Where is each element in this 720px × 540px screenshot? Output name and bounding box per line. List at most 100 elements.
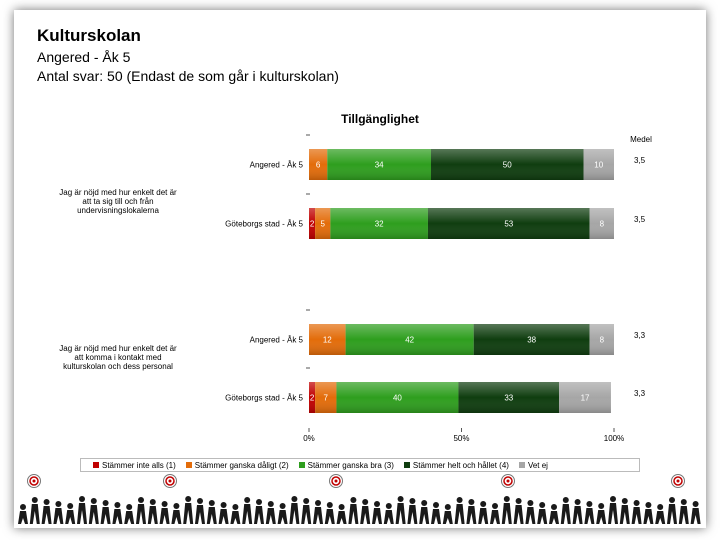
silhouette-head	[480, 501, 487, 507]
silhouette-head	[267, 501, 274, 507]
silhouette-head	[173, 503, 180, 509]
silhouette-body	[183, 503, 194, 524]
silhouette-head	[645, 502, 652, 508]
bar-segment-shine	[458, 382, 560, 413]
silhouette-body	[395, 503, 406, 524]
silhouette-body	[560, 504, 571, 524]
silhouette-body	[360, 506, 371, 524]
silhouette-head	[680, 499, 687, 505]
target-ring	[503, 476, 513, 486]
silhouette-head	[244, 497, 251, 503]
data-label: 12	[323, 336, 332, 345]
silhouette-body	[206, 507, 217, 524]
silhouette-body	[619, 505, 630, 524]
silhouette-head	[586, 501, 593, 507]
silhouette-head	[126, 504, 133, 510]
target-ring	[165, 476, 175, 486]
target-ring	[29, 476, 39, 486]
row-label: Angered - Åk 5	[250, 161, 304, 170]
silhouette-head	[185, 496, 192, 502]
silhouette-head	[574, 499, 581, 505]
data-label: 8	[600, 220, 605, 229]
silhouette-body	[277, 510, 288, 524]
silhouette-body	[88, 505, 99, 524]
legend-label: Stämmer ganska bra (3)	[307, 460, 394, 470]
silhouette-body	[147, 506, 158, 524]
silhouette-body	[29, 504, 40, 524]
silhouette-head	[291, 496, 298, 502]
bar-segment-shine	[473, 324, 590, 355]
silhouette-head	[67, 503, 74, 509]
row-label: Göteborgs stad - Åk 5	[225, 220, 303, 229]
silhouette-body	[77, 503, 87, 524]
legend-label: Stämmer ganska dåligt (2)	[194, 460, 289, 470]
mean-value: 3,3	[634, 389, 646, 398]
data-label: 53	[504, 220, 513, 229]
x-tick-label: 100%	[604, 434, 624, 443]
data-label: 6	[316, 161, 321, 170]
data-label: 50	[503, 161, 512, 170]
silhouette-body	[678, 506, 689, 524]
mean-value: 3,5	[634, 156, 646, 165]
silhouette-head	[456, 497, 463, 503]
silhouette-body	[383, 510, 394, 524]
silhouette-head	[338, 504, 345, 510]
silhouette-body	[537, 509, 548, 524]
bar-segment-shine	[427, 208, 590, 239]
silhouette-body	[525, 507, 536, 524]
silhouette-head	[657, 504, 664, 510]
silhouette-body	[136, 504, 146, 524]
silhouette-head	[610, 496, 616, 502]
silhouette-head	[232, 504, 239, 510]
respondent-count: Antal svar: 50 (Endast de som går i kult…	[37, 68, 339, 84]
silhouette-head	[633, 500, 640, 506]
bar-segment-shine	[589, 208, 614, 239]
silhouette-head	[256, 499, 262, 505]
bar-segment-shine	[309, 149, 328, 180]
silhouette-head	[503, 496, 510, 502]
bar-segment-shine	[309, 382, 316, 413]
silhouette-head	[161, 501, 168, 507]
target-dot	[506, 479, 510, 483]
legend-swatch	[185, 462, 192, 468]
question-label: Jag är nöjd med hur enkelt det är att ta…	[59, 188, 177, 215]
bar-segment-shine	[315, 382, 337, 413]
silhouette-head	[492, 503, 498, 509]
silhouette-head	[562, 497, 569, 503]
bar-segment-shine	[315, 208, 331, 239]
data-label: 8	[600, 336, 605, 345]
target-dot	[676, 479, 680, 483]
silhouette-head	[621, 498, 628, 504]
silhouette-head	[468, 499, 475, 505]
silhouette-head	[102, 500, 109, 506]
data-label: 2	[310, 220, 315, 229]
data-label: 40	[393, 394, 402, 403]
slide	[14, 10, 706, 528]
silhouette-head	[397, 496, 404, 502]
data-label: 33	[504, 394, 513, 403]
silhouette-body	[348, 504, 359, 524]
silhouette-body	[643, 509, 654, 524]
footer-decoration	[18, 474, 701, 524]
legend-label: Stämmer inte alls (1)	[102, 460, 176, 470]
legend-item: Stämmer ganska dåligt (2)	[185, 460, 289, 470]
silhouette-body	[549, 511, 559, 524]
legend-item: Stämmer ganska bra (3)	[298, 460, 394, 470]
silhouette-head	[421, 500, 428, 506]
silhouette-body	[667, 504, 677, 524]
slide-title: Kulturskolan	[37, 26, 141, 45]
silhouette-body	[596, 510, 607, 524]
silhouette-head	[692, 501, 699, 507]
bar-segment-shine	[345, 324, 474, 355]
bar-segment-shine	[330, 208, 428, 239]
x-tick-label: 0%	[303, 434, 315, 443]
silhouette-head	[385, 503, 392, 509]
silhouette-body	[313, 507, 323, 524]
silhouette-body	[442, 511, 453, 524]
silhouette-head	[669, 497, 675, 503]
legend-item: Stämmer inte alls (1)	[93, 461, 176, 470]
silhouette-head	[362, 499, 369, 505]
target-dot	[334, 479, 338, 483]
bar-segment-shine	[583, 149, 614, 180]
